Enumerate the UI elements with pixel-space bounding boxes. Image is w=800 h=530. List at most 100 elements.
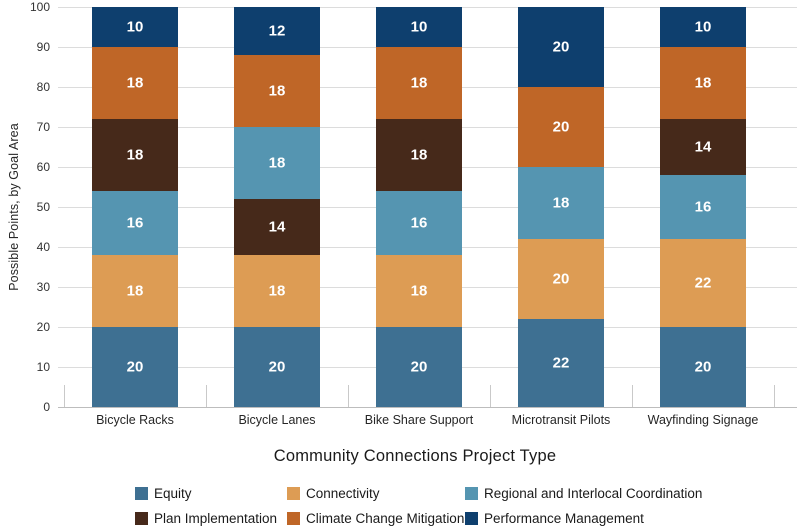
bar-value-label: 22 xyxy=(552,354,570,372)
bar-value-label: 20 xyxy=(126,358,144,376)
category-tick xyxy=(348,385,349,407)
y-tick-label: 30 xyxy=(36,280,50,294)
category-label: Wayfinding Signage xyxy=(647,413,759,427)
bar-value-label: 18 xyxy=(694,74,712,92)
bar-segment: 16 xyxy=(660,175,746,239)
category-tick xyxy=(632,385,633,407)
category-tick xyxy=(206,385,207,407)
bar-value-label: 18 xyxy=(410,74,428,92)
category-label: Bicycle Racks xyxy=(96,413,174,427)
legend-swatch xyxy=(287,512,300,525)
bar-segment: 18 xyxy=(518,167,604,239)
bar-segment: 14 xyxy=(660,119,746,175)
y-tick-label: 90 xyxy=(36,40,50,54)
legend-label: Performance Management xyxy=(484,511,644,526)
bar-segment: 10 xyxy=(660,7,746,47)
bar-segment: 18 xyxy=(92,47,178,119)
bar-value-label: 18 xyxy=(126,146,144,164)
legend-item-regional-and-interlocal-coordination: Regional and Interlocal Coordination xyxy=(465,486,702,501)
bar-value-label: 16 xyxy=(694,198,712,216)
category-tick xyxy=(774,385,775,407)
bars-container: 20 18 16 18 18 10 20 18 14 18 18 12 20 18 16 18 18 10 22 20… xyxy=(64,7,774,407)
x-axis-category-labels: Bicycle Racks Bicycle Lanes Bike Share Sup… xyxy=(64,413,774,431)
bar-value-label: 10 xyxy=(126,18,144,36)
category-label: Bike Share Support xyxy=(364,413,474,427)
bar-value-label: 20 xyxy=(552,38,570,56)
bar-segment: 10 xyxy=(92,7,178,47)
legend-item-performance-management: Performance Management xyxy=(465,511,644,526)
bar-value-label: 16 xyxy=(126,214,144,232)
bar-segment: 18 xyxy=(234,55,320,127)
bar-segment: 20 xyxy=(234,327,320,407)
bar-segment: 16 xyxy=(92,191,178,255)
bar-value-label: 10 xyxy=(694,18,712,36)
legend-swatch xyxy=(135,512,148,525)
bar-value-label: 20 xyxy=(268,358,286,376)
bar-value-label: 20 xyxy=(694,358,712,376)
bar-value-label: 10 xyxy=(410,18,428,36)
y-tick-label: 100 xyxy=(29,0,50,14)
plot-area: 0 10 20 30 40 50 60 70 80 90 100 20 18 16 18 18 10 20 18 1… xyxy=(30,0,797,414)
bar-microtransit-pilots: 22 20 18 20 20 xyxy=(518,7,604,407)
bar-value-label: 18 xyxy=(410,282,428,300)
bar-segment: 20 xyxy=(376,327,462,407)
legend-label: Connectivity xyxy=(306,486,380,501)
legend-label: Regional and Interlocal Coordination xyxy=(484,486,703,501)
bar-segment: 18 xyxy=(376,255,462,327)
bar-value-label: 14 xyxy=(268,218,286,236)
legend-item-connectivity: Connectivity xyxy=(287,486,380,501)
bar-segment: 18 xyxy=(660,47,746,119)
bar-segment: 20 xyxy=(518,7,604,87)
y-tick-label: 40 xyxy=(36,240,50,254)
bar-value-label: 20 xyxy=(552,118,570,136)
legend-swatch xyxy=(135,487,148,500)
y-tick-label: 20 xyxy=(36,320,50,334)
y-tick-label: 70 xyxy=(36,120,50,134)
legend-item-climate-change-mitigation: Climate Change Mitigation xyxy=(287,511,464,526)
bar-segment: 12 xyxy=(234,7,320,55)
bar-segment: 20 xyxy=(92,327,178,407)
bar-value-label: 12 xyxy=(268,22,286,40)
bar-value-label: 18 xyxy=(552,194,570,212)
legend-swatch xyxy=(287,487,300,500)
x-axis-line xyxy=(58,407,797,408)
bar-value-label: 18 xyxy=(268,82,286,100)
bar-segment: 20 xyxy=(660,327,746,407)
bar-value-label: 18 xyxy=(126,74,144,92)
bar-segment: 18 xyxy=(92,119,178,191)
bar-segment: 20 xyxy=(518,239,604,319)
legend-label: Plan Implementation xyxy=(154,511,278,526)
bar-wayfinding-signage: 20 22 16 14 18 10 xyxy=(660,7,746,407)
bar-segment: 18 xyxy=(234,127,320,199)
bar-value-label: 22 xyxy=(694,274,712,292)
bar-segment: 18 xyxy=(376,119,462,191)
bar-value-label: 14 xyxy=(694,138,712,156)
bar-bicycle-racks: 20 18 16 18 18 10 xyxy=(92,7,178,407)
category-tick xyxy=(64,385,65,407)
bar-segment: 18 xyxy=(376,47,462,119)
legend-item-equity: Equity xyxy=(135,486,192,501)
bar-bicycle-lanes: 20 18 14 18 18 12 xyxy=(234,7,320,407)
bar-segment: 18 xyxy=(234,255,320,327)
bar-segment: 22 xyxy=(660,239,746,327)
bar-value-label: 20 xyxy=(410,358,428,376)
bar-segment: 14 xyxy=(234,199,320,255)
bar-value-label: 18 xyxy=(268,154,286,172)
category-label: Microtransit Pilots xyxy=(511,413,611,427)
bar-segment: 22 xyxy=(518,319,604,407)
bar-segment: 20 xyxy=(518,87,604,167)
y-tick-label: 50 xyxy=(36,200,50,214)
legend-swatch xyxy=(465,512,478,525)
bar-segment: 18 xyxy=(92,255,178,327)
bar-segment: 10 xyxy=(376,7,462,47)
legend-label: Equity xyxy=(154,486,192,501)
y-tick-label: 10 xyxy=(36,360,50,374)
y-tick-label: 80 xyxy=(36,80,50,94)
legend-swatch xyxy=(465,487,478,500)
x-axis-title: Community Connections Project Type xyxy=(273,447,557,465)
bar-bike-share-support: 20 18 16 18 18 10 xyxy=(376,7,462,407)
bar-segment: 16 xyxy=(376,191,462,255)
legend-item-plan-implementation: Plan Implementation xyxy=(135,511,277,526)
y-tick-label: 0 xyxy=(43,400,50,414)
